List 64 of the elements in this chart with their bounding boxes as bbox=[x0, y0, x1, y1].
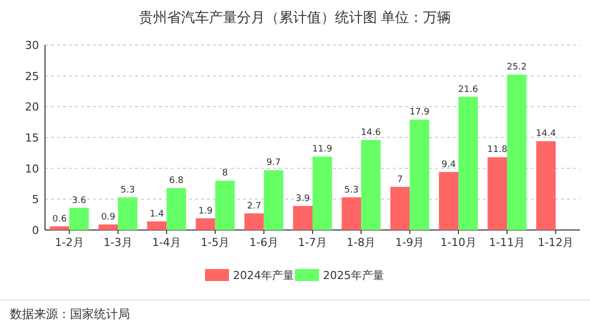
x-tick-label: 1-8月 bbox=[346, 236, 376, 249]
x-tick-label: 1-5月 bbox=[200, 236, 230, 249]
bar bbox=[312, 156, 332, 230]
x-tick-label: 1-11月 bbox=[489, 236, 526, 249]
chart-title: 贵州省汽车产量分月（累计值）统计图 单位：万辆 bbox=[138, 10, 452, 26]
x-tick-label: 1-7月 bbox=[298, 236, 327, 249]
data-label: 0.6 bbox=[52, 214, 68, 224]
data-label: 9.7 bbox=[266, 158, 281, 168]
y-tick-label: 20 bbox=[25, 100, 39, 114]
data-label: 1.9 bbox=[198, 206, 213, 216]
y-tick-label: 10 bbox=[25, 162, 39, 176]
data-label: 3.9 bbox=[296, 194, 310, 204]
y-tick-label: 0 bbox=[32, 224, 39, 237]
bar bbox=[69, 208, 89, 230]
bar bbox=[50, 226, 70, 230]
data-label: 1.4 bbox=[150, 209, 164, 220]
bar bbox=[342, 197, 362, 230]
y-tick-label: 15 bbox=[25, 132, 39, 144]
legend-label: 2025年产量 bbox=[323, 269, 384, 282]
x-tick-label: 1-9月 bbox=[395, 236, 424, 249]
data-label: 5.3 bbox=[120, 185, 135, 196]
bar bbox=[536, 141, 556, 230]
bar bbox=[410, 120, 430, 230]
y-tick-label: 5 bbox=[32, 193, 39, 206]
bar bbox=[215, 180, 235, 230]
bar bbox=[264, 170, 284, 230]
y-tick-label: 30 bbox=[25, 39, 39, 52]
data-label: 21.6 bbox=[458, 84, 478, 95]
bar bbox=[488, 157, 508, 230]
x-tick-label: 1-6月 bbox=[249, 236, 278, 249]
data-label: 0.9 bbox=[101, 212, 116, 222]
bar bbox=[98, 224, 118, 230]
bar bbox=[390, 186, 410, 230]
x-tick-label: 1-12月 bbox=[538, 236, 574, 249]
y-tick-label: 25 bbox=[25, 70, 39, 83]
data-label: 9.4 bbox=[442, 160, 456, 170]
data-label: 7 bbox=[397, 174, 403, 185]
x-tick-label: 1-2月 bbox=[54, 236, 84, 249]
bar bbox=[293, 206, 312, 230]
bar bbox=[438, 172, 458, 230]
data-label: 5.3 bbox=[344, 185, 359, 196]
data-label: 14.6 bbox=[360, 128, 382, 138]
bar bbox=[166, 188, 186, 230]
data-label: 17.9 bbox=[409, 108, 430, 118]
data-label: 2.7 bbox=[246, 201, 262, 212]
data-label: 11.9 bbox=[312, 144, 333, 155]
source-note: 数据来源：国家统计局 bbox=[10, 307, 130, 321]
bar bbox=[118, 197, 138, 230]
bar bbox=[361, 140, 381, 230]
data-label: 25.2 bbox=[506, 62, 527, 73]
data-label: 8 bbox=[222, 168, 228, 179]
bar bbox=[244, 213, 264, 230]
data-label: 11.8 bbox=[487, 145, 508, 156]
bar bbox=[147, 221, 167, 230]
legend-label: 2024年产量 bbox=[233, 269, 294, 282]
x-tick-label: 1-4月 bbox=[152, 236, 182, 249]
data-label: 3.6 bbox=[72, 196, 86, 206]
x-tick-label: 1-3月 bbox=[103, 236, 132, 249]
bar bbox=[458, 96, 478, 230]
data-label: 14.4 bbox=[536, 129, 556, 140]
bar bbox=[196, 218, 216, 230]
data-label: 6.8 bbox=[169, 176, 184, 186]
bar bbox=[507, 74, 526, 230]
x-tick-label: 1-10月 bbox=[440, 236, 476, 249]
